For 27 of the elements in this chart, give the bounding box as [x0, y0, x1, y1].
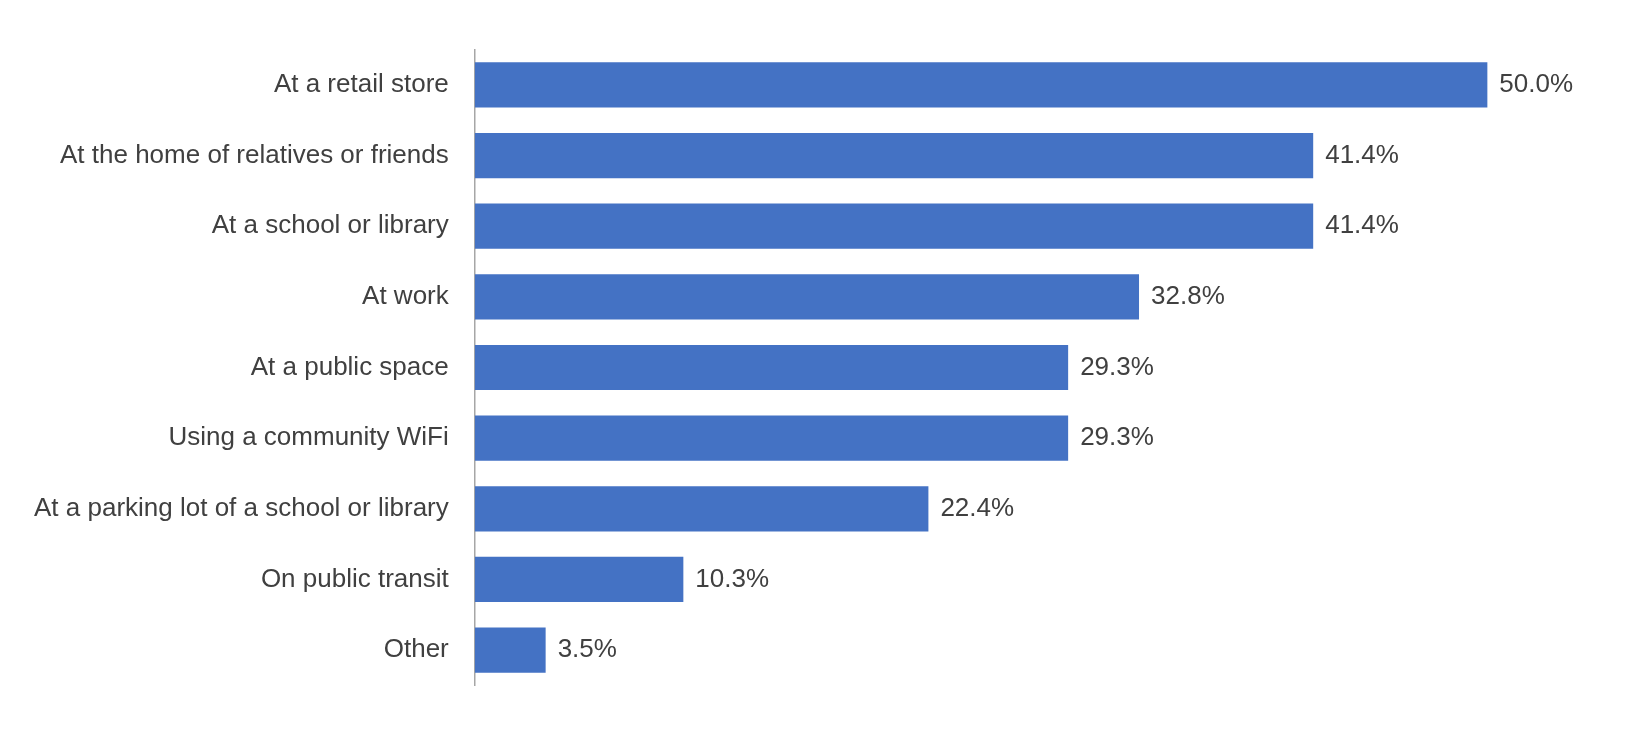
data-label: 41.4% [1325, 138, 1399, 169]
data-label: 29.3% [1080, 350, 1154, 381]
y-tick-label: Using a community WiFi [168, 421, 449, 452]
bar [474, 62, 1488, 108]
data-label: 22.4% [940, 491, 1015, 522]
y-tick-label: At work [362, 280, 450, 311]
y-tick-label: At a parking lot of a school or library [33, 491, 449, 522]
bar [474, 627, 546, 673]
data-label: 3.5% [557, 633, 617, 664]
data-label: 41.4% [1325, 209, 1399, 240]
y-tick-label: At a school or library [211, 209, 449, 240]
bar [474, 556, 684, 603]
bar [474, 274, 1140, 320]
y-tick-label: On public transit [260, 562, 450, 593]
bar [474, 415, 1069, 461]
bar [474, 203, 1314, 249]
data-label: 32.8% [1151, 280, 1225, 311]
y-tick-label: At the home of relatives or friends [60, 138, 449, 169]
bar [474, 486, 929, 532]
y-tick-label: At a public space [250, 350, 449, 381]
y-tick-label: Other [383, 633, 450, 664]
data-label: 10.3% [695, 562, 770, 593]
data-label: 29.3% [1080, 421, 1154, 452]
bar [474, 132, 1314, 179]
data-label: 50.0% [1499, 68, 1574, 99]
y-tick-label: At a retail store [273, 68, 449, 99]
bar [474, 344, 1069, 391]
